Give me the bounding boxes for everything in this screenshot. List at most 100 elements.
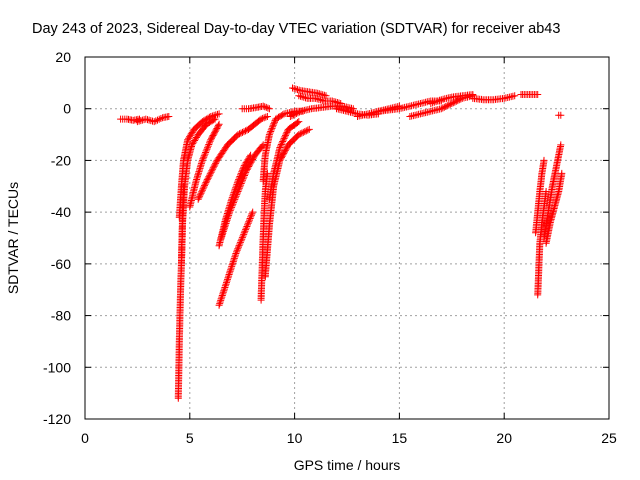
data-point xyxy=(244,219,252,227)
data-point xyxy=(192,135,199,143)
data-point xyxy=(271,118,278,126)
data-point xyxy=(205,173,213,181)
data-point xyxy=(233,248,241,256)
data-point xyxy=(230,254,238,262)
data-point xyxy=(197,189,205,197)
data-point xyxy=(437,105,445,113)
data-point xyxy=(186,133,193,141)
data-point xyxy=(186,131,194,139)
data-point xyxy=(288,112,296,120)
data-point xyxy=(214,122,222,130)
data-point xyxy=(206,137,214,145)
x-tick-label: 20 xyxy=(496,430,512,446)
data-point xyxy=(235,243,242,251)
y-tick-label: 0 xyxy=(63,101,71,117)
series-arc-24 xyxy=(427,91,477,107)
data-point xyxy=(558,169,566,177)
data-point xyxy=(246,153,254,161)
data-point xyxy=(281,147,289,155)
data-point xyxy=(200,152,208,160)
data-point xyxy=(295,108,303,116)
data-point xyxy=(289,111,297,119)
data-point xyxy=(302,127,310,135)
data-point xyxy=(205,113,213,121)
data-point xyxy=(202,149,210,156)
data-point xyxy=(228,261,236,269)
series-arc-05 xyxy=(175,110,223,221)
data-point xyxy=(249,208,257,216)
data-point xyxy=(202,179,210,187)
data-point xyxy=(242,127,249,135)
data-point xyxy=(235,174,243,182)
data-point xyxy=(534,91,542,98)
data-point xyxy=(430,98,438,106)
data-point xyxy=(201,150,209,158)
data-point xyxy=(155,115,163,123)
data-point xyxy=(295,131,303,139)
data-point xyxy=(200,153,208,161)
data-point xyxy=(239,232,247,240)
data-point xyxy=(150,118,158,126)
data-point xyxy=(232,182,240,190)
data-point xyxy=(237,169,245,177)
data-point xyxy=(247,211,255,219)
data-point xyxy=(446,100,454,108)
data-point xyxy=(198,188,206,196)
data-point xyxy=(236,240,244,248)
data-point xyxy=(262,103,270,111)
data-point xyxy=(237,237,245,245)
data-point xyxy=(237,129,245,137)
data-point xyxy=(195,194,203,202)
data-point xyxy=(232,184,240,192)
data-point xyxy=(240,229,248,237)
series-arc-31 xyxy=(555,111,565,119)
data-point xyxy=(206,139,213,147)
x-axis-title: GPS time / hours xyxy=(294,457,401,473)
data-point xyxy=(436,96,444,104)
data-point xyxy=(266,129,274,137)
data-point xyxy=(231,185,239,193)
data-point xyxy=(237,171,244,179)
data-point xyxy=(184,136,192,144)
data-point xyxy=(279,111,287,119)
data-point xyxy=(194,195,202,203)
x-tick-label: 5 xyxy=(186,430,194,446)
data-point xyxy=(240,163,248,171)
y-tick-label: -60 xyxy=(51,256,71,272)
data-point xyxy=(233,179,241,187)
data-point xyxy=(304,126,312,134)
y-axis-title: SDTVAR / TECUs xyxy=(5,182,21,294)
data-point xyxy=(449,99,457,107)
x-tick-label: 10 xyxy=(287,430,303,446)
data-point xyxy=(439,104,447,112)
data-point xyxy=(234,245,242,253)
data-point xyxy=(187,130,195,138)
data-point xyxy=(238,234,246,242)
data-point xyxy=(188,128,196,136)
data-point xyxy=(215,301,223,309)
data-point xyxy=(208,112,216,120)
data-point xyxy=(202,147,210,155)
data-point xyxy=(198,156,206,164)
data-point xyxy=(278,139,286,147)
data-point xyxy=(282,131,289,139)
data-point xyxy=(245,154,253,162)
data-point xyxy=(454,97,462,105)
data-point xyxy=(429,99,437,107)
x-tick-label: 0 xyxy=(81,430,89,446)
data-point xyxy=(203,176,211,184)
data-point xyxy=(235,242,243,250)
data-point xyxy=(300,93,308,101)
data-point xyxy=(228,195,236,203)
series-arc-17 xyxy=(289,84,330,100)
data-point xyxy=(246,216,253,224)
data-point xyxy=(204,142,212,150)
plot-frame xyxy=(84,56,610,420)
data-point xyxy=(263,113,271,120)
y-tick-label: -100 xyxy=(43,359,71,375)
data-point xyxy=(219,288,227,296)
data-point xyxy=(442,103,450,110)
data-point xyxy=(445,101,453,109)
series-arc-23 xyxy=(406,92,477,120)
